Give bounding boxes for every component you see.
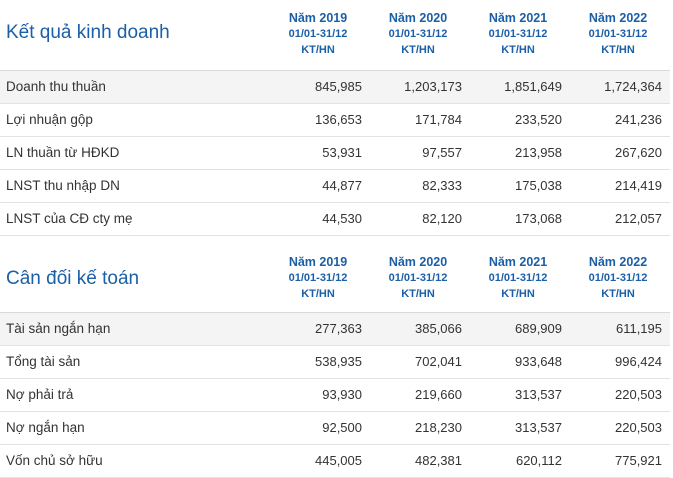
table-row: LNST thu nhập DN 44,877 82,333 175,038 2… [0,170,670,203]
row-value: 1,724,364 [604,79,662,94]
table-row: Doanh thu thuần 845,985 1,203,173 1,851,… [0,71,670,104]
column-unit: KT/HN [301,288,335,300]
row-value: 445,005 [315,453,362,468]
row-value: 385,066 [415,321,462,336]
row-value: 93,930 [322,387,362,402]
column-unit: KT/HN [601,288,635,300]
row-value: 44,877 [322,178,362,193]
table-row: Tài sản ngắn hạn 277,363 385,066 689,909… [0,313,670,346]
table-row: LN thuần từ HĐKD 53,931 97,557 213,958 2… [0,137,670,170]
row-label: LN thuần từ HĐKD [6,145,120,160]
row-label: Nợ phải trả [6,387,74,402]
column-year: Năm 2020 [388,11,448,25]
column-header-2020: Năm 2020 01/01-31/12 KT/HN [368,10,468,58]
business-results-title: Kết quả kinh doanh [6,22,170,43]
row-value: 97,557 [422,145,462,160]
column-unit: KT/HN [501,288,535,300]
column-unit: KT/HN [401,44,435,56]
column-period: 01/01-31/12 [488,272,548,284]
column-period: 01/01-31/12 [288,28,348,40]
row-value: 702,041 [415,354,462,369]
column-period: 01/01-31/12 [388,28,448,40]
row-value: 44,530 [322,211,362,226]
balance-sheet-title: Cân đối kế toán [6,268,140,289]
row-value: 689,909 [515,321,562,336]
row-label: Vốn chủ sở hữu [6,453,103,468]
row-label: Nợ ngắn hạn [6,420,85,435]
row-value: 233,520 [515,112,562,127]
row-label: Tài sản ngắn hạn [6,321,111,336]
row-value: 173,068 [515,211,562,226]
row-value: 214,419 [615,178,662,193]
table-row: Lợi nhuận gộp 136,653 171,784 233,520 24… [0,104,670,137]
column-header-2021: Năm 2021 01/01-31/12 KT/HN [468,254,568,302]
row-value: 218,230 [415,420,462,435]
column-header-2019: Năm 2019 01/01-31/12 KT/HN [268,254,368,302]
column-header-2021: Năm 2021 01/01-31/12 KT/HN [468,10,568,58]
column-header-2019: Năm 2019 01/01-31/12 KT/HN [268,10,368,58]
row-label: LNST thu nhập DN [6,178,120,193]
column-year: Năm 2019 [288,11,348,25]
column-period: 01/01-31/12 [488,28,548,40]
row-value: 277,363 [315,321,362,336]
column-year: Năm 2021 [488,11,548,25]
column-year: Năm 2020 [388,255,448,269]
column-year: Năm 2019 [288,255,348,269]
row-value: 482,381 [415,453,462,468]
table-row: Nợ phải trả 93,930 219,660 313,537 220,5… [0,379,670,412]
row-label: Doanh thu thuần [6,79,106,94]
row-value: 175,038 [515,178,562,193]
row-value: 53,931 [322,145,362,160]
balance-sheet-header: Cân đối kế toán Năm 2019 01/01-31/12 KT/… [0,236,670,313]
column-year: Năm 2022 [588,11,648,25]
column-header-2022: Năm 2022 01/01-31/12 KT/HN [568,10,668,58]
business-results-header: Kết quả kinh doanh Năm 2019 01/01-31/12 … [0,0,670,71]
row-value: 313,537 [515,387,562,402]
row-value: 219,660 [415,387,462,402]
table-row: Nợ ngắn hạn 92,500 218,230 313,537 220,5… [0,412,670,445]
row-value: 136,653 [315,112,362,127]
row-value: 775,921 [615,453,662,468]
column-unit: KT/HN [301,44,335,56]
row-label: LNST của CĐ cty mẹ [6,211,133,226]
row-value: 538,935 [315,354,362,369]
table-row: Tổng tài sản 538,935 702,041 933,648 996… [0,346,670,379]
row-value: 82,120 [422,211,462,226]
row-value: 996,424 [615,354,662,369]
row-value: 611,195 [615,321,662,336]
row-value: 1,203,173 [404,79,462,94]
column-year: Năm 2021 [488,255,548,269]
row-value: 620,112 [515,453,562,468]
column-unit: KT/HN [501,44,535,56]
table-row: Vốn chủ sở hữu 445,005 482,381 620,112 7… [0,445,670,478]
row-value: 933,648 [515,354,562,369]
row-value: 213,958 [515,145,562,160]
column-header-2022: Năm 2022 01/01-31/12 KT/HN [568,254,668,302]
row-value: 220,503 [615,420,662,435]
row-value: 212,057 [615,211,662,226]
balance-sheet-section: Cân đối kế toán Năm 2019 01/01-31/12 KT/… [0,236,670,478]
column-unit: KT/HN [401,288,435,300]
column-period: 01/01-31/12 [588,272,648,284]
column-period: 01/01-31/12 [288,272,348,284]
row-value: 313,537 [515,420,562,435]
business-results-section: Kết quả kinh doanh Năm 2019 01/01-31/12 … [0,0,670,236]
row-value: 845,985 [315,79,362,94]
row-value: 1,851,649 [504,79,562,94]
row-value: 241,236 [615,112,662,127]
row-label: Tổng tài sản [6,354,81,369]
column-unit: KT/HN [601,44,635,56]
row-value: 267,620 [615,145,662,160]
row-value: 92,500 [322,420,362,435]
column-period: 01/01-31/12 [388,272,448,284]
row-value: 220,503 [615,387,662,402]
column-period: 01/01-31/12 [588,28,648,40]
table-row: LNST của CĐ cty mẹ 44,530 82,120 173,068… [0,203,670,236]
row-label: Lợi nhuận gộp [6,112,93,127]
row-value: 82,333 [422,178,462,193]
column-year: Năm 2022 [588,255,648,269]
row-value: 171,784 [415,112,462,127]
column-header-2020: Năm 2020 01/01-31/12 KT/HN [368,254,468,302]
